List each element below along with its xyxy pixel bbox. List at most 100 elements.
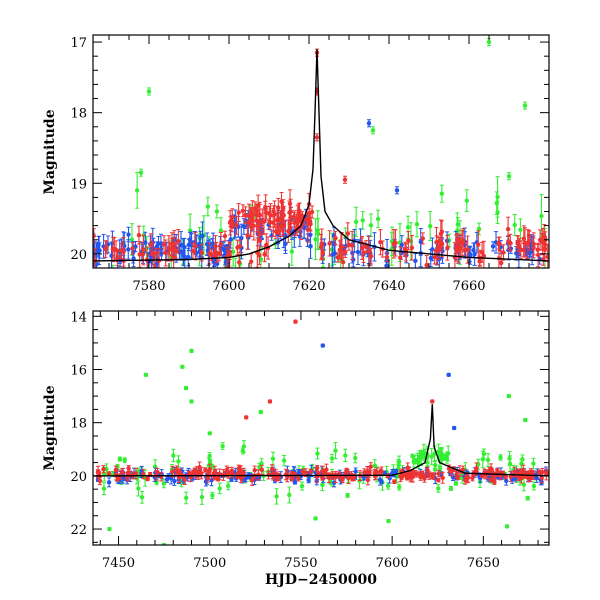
red-data-point <box>314 465 320 471</box>
y-tick-label: 19 <box>70 177 87 192</box>
green-data-point <box>183 491 189 505</box>
y-tick-label: 14 <box>70 310 87 325</box>
bottom-plot-frame <box>92 310 550 546</box>
red-data-point <box>418 471 423 478</box>
red-data-point <box>392 479 397 484</box>
red-data-point <box>104 240 109 255</box>
red-data-point <box>349 230 355 261</box>
red-data-point <box>343 246 348 259</box>
green-data-point <box>370 126 376 135</box>
green-data-point <box>397 483 402 491</box>
red-data-point <box>207 242 212 265</box>
red-data-point <box>169 237 174 262</box>
red-data-point <box>222 230 228 242</box>
red-data-point <box>508 471 514 482</box>
green-data-point <box>240 447 246 455</box>
red-data-point <box>489 468 495 474</box>
red-data-point <box>326 472 332 483</box>
bottom-panel: 7450 7500 7550 7600 7650 14 16 18 20 22 Magnitude… <box>42 310 550 588</box>
blue-data-point <box>451 425 457 431</box>
red-data-point <box>293 319 298 324</box>
green-data-point <box>143 372 149 378</box>
red-data-point <box>314 133 320 142</box>
green-data-point <box>506 393 512 399</box>
blue-data-point <box>379 479 384 484</box>
green-data-point <box>439 184 445 203</box>
bottom-axis-ticks: 7450 7500 7550 7600 7650 14 16 18 20 22 <box>70 310 549 571</box>
blue-data-point <box>413 253 418 268</box>
green-data-point <box>453 481 459 486</box>
red-data-point <box>236 203 241 223</box>
green-data-point <box>180 364 185 370</box>
y-tick-label: 22 <box>70 523 87 538</box>
red-data-point <box>236 464 241 473</box>
green-data-point <box>333 442 338 460</box>
blue-data-point <box>164 476 170 483</box>
red-data-point <box>235 239 240 256</box>
blue-data-point <box>394 186 400 195</box>
green-data-point <box>480 450 486 469</box>
green-data-point <box>368 213 374 238</box>
green-data-point <box>439 448 444 458</box>
green-data-point <box>189 348 194 354</box>
green-data-point <box>521 477 527 492</box>
red-data-point <box>257 245 262 266</box>
red-data-point <box>267 399 273 404</box>
red-data-point <box>215 476 221 482</box>
green-data-point <box>214 204 220 219</box>
x-tick-label: 7600 <box>212 279 245 294</box>
y-tick-label: 20 <box>70 470 87 485</box>
blue-data-point <box>446 372 451 378</box>
model-curve <box>93 49 549 262</box>
red-data-point <box>344 467 349 473</box>
red-data-point <box>518 240 524 259</box>
red-data-point <box>440 471 445 484</box>
red-data-point <box>243 206 248 224</box>
red-data-point <box>366 236 372 266</box>
green-data-point <box>122 457 127 463</box>
green-data-point <box>107 526 112 532</box>
x-tick-label: 7650 <box>467 556 500 571</box>
red-data-point <box>340 250 346 268</box>
red-data-point <box>522 227 528 258</box>
x-tick-label: 7550 <box>284 556 317 571</box>
red-data-point <box>93 228 96 244</box>
red-data-point <box>280 202 285 225</box>
green-data-point <box>531 457 536 470</box>
red-data-point <box>259 464 264 475</box>
red-data-point <box>182 474 187 486</box>
green-data-point <box>375 209 381 229</box>
red-data-point <box>153 247 159 259</box>
red-data-point <box>342 175 348 184</box>
green-data-point <box>525 495 530 501</box>
green-data-point <box>171 448 176 463</box>
red-data-point <box>110 236 116 263</box>
green-data-point <box>498 454 503 461</box>
green-data-point <box>343 448 348 463</box>
red-data-point <box>274 205 280 235</box>
red-data-point <box>327 230 332 257</box>
model-curve <box>93 404 549 477</box>
red-data-point <box>527 230 532 251</box>
green-data-point <box>287 486 292 504</box>
top-plot-frame <box>92 34 550 269</box>
green-data-point <box>183 385 189 391</box>
red-data-point <box>436 477 441 483</box>
red-data-point <box>402 472 407 478</box>
red-data-point <box>252 465 257 475</box>
red-data-point <box>308 468 313 475</box>
green-data-point <box>353 452 358 464</box>
top-y-axis-label: Magnitude <box>42 109 58 194</box>
green-data-point <box>217 482 222 495</box>
red-data-point <box>286 219 291 243</box>
green-data-point <box>207 458 213 464</box>
green-data-point <box>210 491 215 500</box>
x-tick-label: 7620 <box>292 279 325 294</box>
green-data-point <box>531 481 537 491</box>
red-data-point <box>393 229 398 257</box>
green-data-point <box>444 451 449 460</box>
green-data-point <box>136 480 141 497</box>
red-data-point <box>536 469 542 475</box>
green-data-point <box>504 524 510 529</box>
